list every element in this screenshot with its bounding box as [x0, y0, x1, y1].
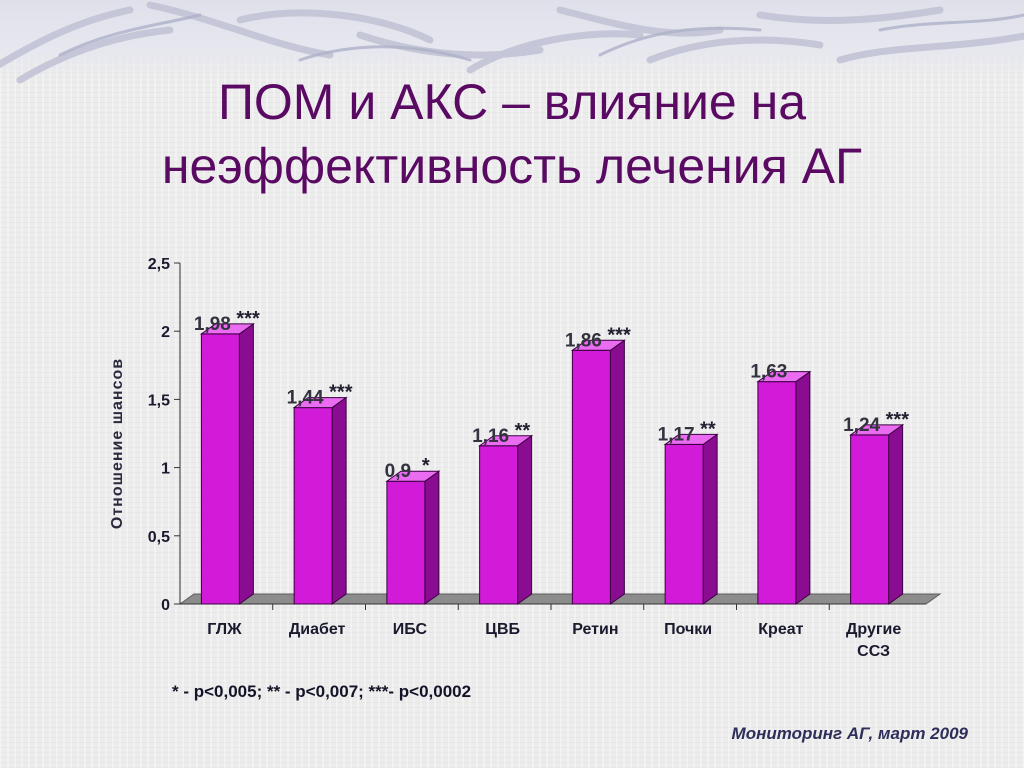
title-line-1: ПОМ и АКС – влияние на: [217, 74, 807, 130]
decorative-swoosh-pattern: [0, 1, 1024, 84]
data-label: 1,16: [472, 426, 509, 447]
bar-top: [478, 435, 534, 447]
data-label: 1,44: [287, 388, 324, 409]
bar-side: [517, 434, 533, 605]
bar-side: [238, 322, 254, 605]
bar-top: [663, 433, 719, 445]
significance-marker: ***: [886, 409, 910, 431]
x-tick-label: Другие: [846, 621, 901, 638]
data-label: 1,86: [565, 330, 602, 351]
data-label: 0,9: [385, 461, 411, 482]
y-tick-label: 2: [161, 324, 170, 341]
bar-top: [756, 371, 812, 383]
bar-side: [331, 396, 347, 605]
y-axis-title: Отношение шансов: [109, 358, 126, 529]
y-tick-label: 1,5: [148, 392, 170, 409]
x-tick-label: ИБС: [393, 621, 428, 638]
bar: [479, 445, 519, 605]
x-tick-label: ЦВБ: [485, 621, 520, 638]
bar: [386, 480, 426, 605]
bar: [757, 381, 797, 605]
x-tick-label: Диабет: [289, 621, 346, 638]
x-tick-label: Ретин: [572, 621, 618, 638]
decorative-header-band: [0, 0, 1024, 82]
data-label: 1,24: [843, 415, 880, 436]
bar: [850, 434, 890, 605]
data-label: 1,63: [750, 362, 787, 383]
bar-side: [795, 370, 811, 605]
slide-title: ПОМ и АКС – влияние на неэффективность л…: [40, 70, 984, 198]
data-label: 1,98: [194, 314, 231, 335]
bar: [293, 407, 333, 605]
y-tick-label: 1: [161, 461, 170, 478]
significance-marker: ***: [329, 382, 353, 404]
bar-top: [849, 424, 905, 436]
bar: [200, 333, 240, 605]
significance-marker: **: [700, 418, 716, 440]
bar-top: [292, 397, 348, 409]
y-tick-label: 2,5: [148, 256, 170, 273]
data-label: 1,17: [658, 424, 695, 445]
significance-marker: ***: [236, 308, 260, 330]
significance-marker: ***: [607, 324, 631, 346]
bar-side: [888, 423, 904, 605]
title-line-2: неэффективность лечения АГ: [161, 138, 863, 194]
y-tick-label: 0: [161, 597, 170, 614]
bar-side: [702, 433, 718, 605]
x-tick-label: Почки: [664, 621, 712, 638]
x-tick-label: ГЛЖ: [207, 621, 242, 638]
bar-top: [570, 339, 626, 351]
bar: [664, 443, 704, 605]
x-tick-label: ССЗ: [857, 643, 890, 660]
significance-marker: **: [515, 420, 531, 442]
bar: [571, 349, 611, 605]
x-tick-label: Креат: [758, 621, 803, 638]
bar-side: [609, 339, 625, 605]
significance-marker: *: [422, 455, 430, 477]
bar-top: [385, 470, 441, 482]
source-caption: Мониторинг АГ, март 2009: [731, 724, 968, 743]
bar-side: [424, 470, 440, 605]
significance-footnote: * - p<0,005; ** - p<0,007; ***- p<0,0002: [172, 682, 472, 701]
bar-top: [199, 323, 255, 335]
y-tick-label: 0,5: [148, 529, 170, 546]
